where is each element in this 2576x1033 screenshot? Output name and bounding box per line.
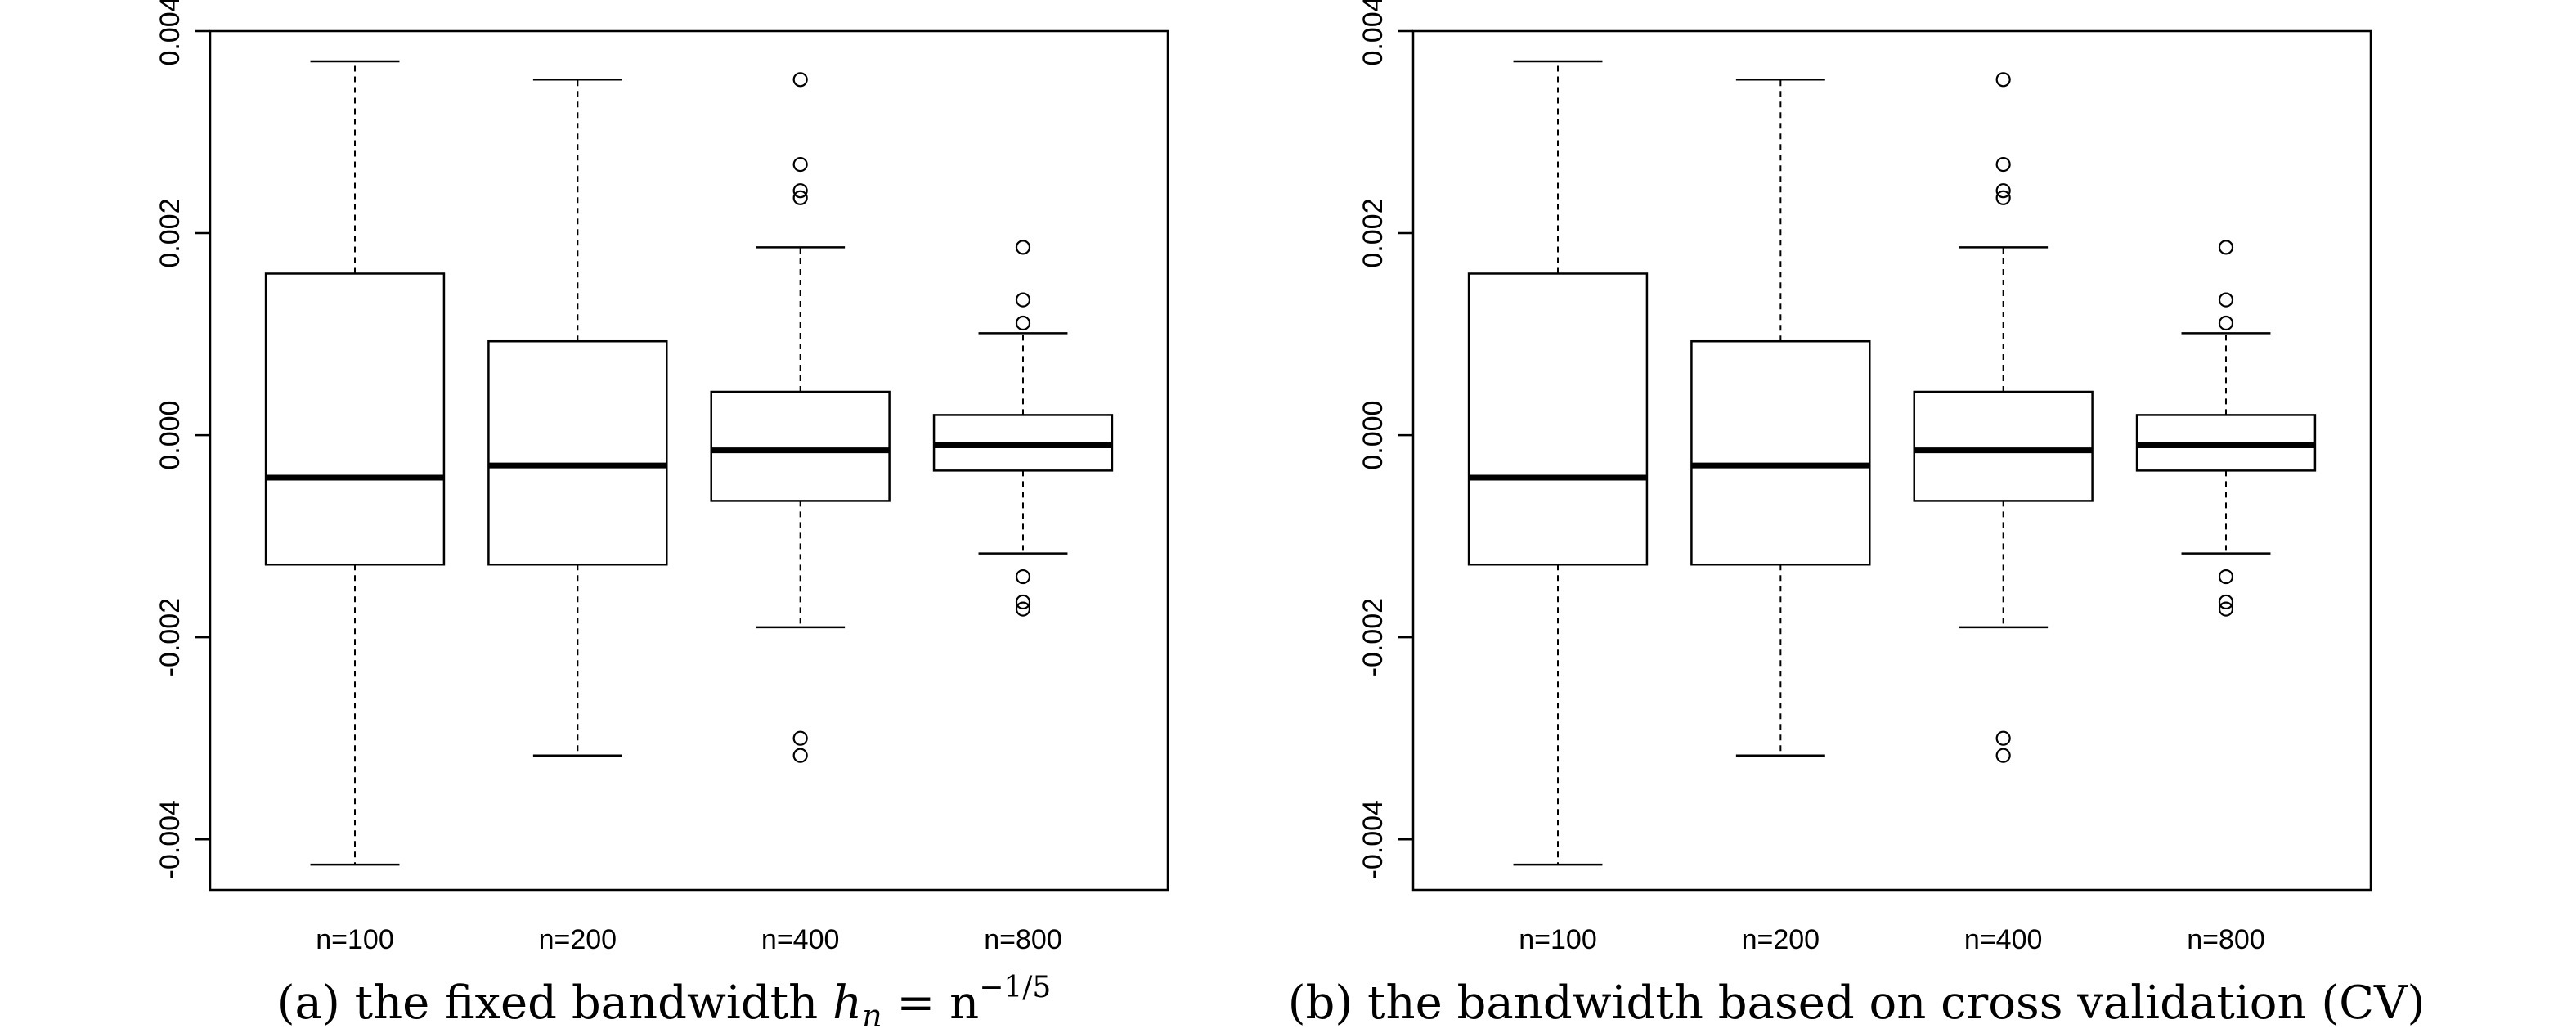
x-tick-label: n=800: [2187, 924, 2265, 955]
outlier-point: [1995, 730, 2011, 746]
plot-frame: [209, 29, 1169, 892]
outlier-point: [792, 156, 808, 173]
x-tick-label: n=100: [316, 924, 394, 955]
y-tick-label: 0.002: [1358, 199, 1389, 268]
y-tick-label: -0.004: [1358, 800, 1389, 878]
box-n=100: [1467, 60, 1649, 866]
outlier-point: [1995, 72, 2011, 88]
box-n=100: [264, 60, 446, 866]
box-n=200: [1690, 79, 1871, 757]
outlier-point: [2218, 601, 2234, 617]
x-tick-label: n=100: [1519, 924, 1597, 955]
outlier-point: [1015, 601, 1031, 617]
outlier-point: [1015, 568, 1031, 585]
outlier-point: [792, 72, 808, 88]
caption-a: (a) the fixed bandwidth hn = n−1/5: [277, 971, 1052, 1033]
box-n=400: [710, 72, 891, 763]
iqr-box: [1467, 272, 1649, 566]
iqr-box: [487, 339, 668, 566]
y-tick-label: -0.002: [1358, 598, 1389, 676]
x-tick-label: n=200: [1742, 924, 1820, 955]
y-tick-label: 0.000: [155, 401, 186, 470]
plot-frame: [1411, 29, 2372, 892]
outlier-point: [792, 183, 808, 199]
y-tick-label: 0.000: [1358, 401, 1389, 470]
outlier-point: [1995, 190, 2011, 205]
outlier-point: [1015, 292, 1031, 308]
x-tick-label: n=400: [761, 924, 840, 955]
iqr-box: [710, 390, 891, 502]
panel-b: -0.004 -0.002 0.000 0.002 0.004 n=100 n=200 n=4…: [1358, 0, 2372, 955]
outlier-point: [1995, 156, 2011, 173]
iqr-box: [1913, 390, 2094, 502]
panel-a: -0.004 -0.002 0.000 0.002 0.004 n=100 n=200 n=4…: [155, 0, 1169, 955]
caption-b: (b) the bandwidth based on cross validat…: [1288, 977, 2426, 1030]
box-n=200: [487, 79, 668, 757]
outlier-point: [1015, 594, 1031, 610]
x-tick-label: n=200: [539, 924, 617, 955]
iqr-box: [1690, 339, 1871, 566]
outlier-point: [1015, 240, 1031, 255]
y-tick-label: 0.002: [155, 199, 186, 268]
outlier-point: [792, 190, 808, 205]
outlier-point: [2218, 292, 2234, 308]
outlier-point: [792, 748, 808, 763]
outlier-point: [2218, 240, 2234, 255]
outlier-point: [1995, 748, 2011, 763]
x-tick-label: n=400: [1964, 924, 2043, 955]
outlier-point: [792, 730, 808, 746]
box-n=400: [1913, 72, 2094, 763]
x-tick-label: n=800: [984, 924, 1062, 955]
outlier-point: [2218, 315, 2234, 331]
y-tick-label: -0.002: [155, 598, 186, 676]
box-n=800: [2135, 240, 2317, 617]
y-tick-label: 0.004: [1358, 0, 1389, 66]
y-tick-label: -0.004: [155, 800, 186, 878]
outlier-point: [1015, 315, 1031, 331]
outlier-point: [1995, 183, 2011, 199]
box-n=800: [932, 240, 1114, 617]
y-tick-label: 0.004: [155, 0, 186, 66]
iqr-box: [264, 272, 446, 566]
outlier-point: [2218, 594, 2234, 610]
outlier-point: [2218, 568, 2234, 585]
